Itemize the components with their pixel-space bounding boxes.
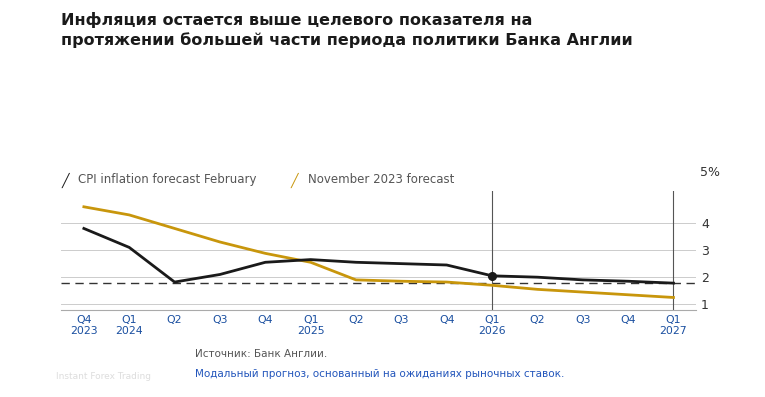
Text: instaforex: instaforex: [67, 348, 139, 361]
Text: ⚙: ⚙: [24, 349, 44, 369]
Text: Источник: Банк Англии.: Источник: Банк Англии.: [195, 349, 327, 359]
Text: November 2023 forecast: November 2023 forecast: [308, 173, 454, 186]
Text: 5%: 5%: [700, 166, 720, 179]
Text: Инфляция остается выше целевого показателя на
протяжении большей части периода п: Инфляция остается выше целевого показате…: [61, 12, 633, 48]
Text: ╱: ╱: [291, 173, 302, 188]
Text: ╱: ╱: [61, 173, 73, 188]
Text: Instant Forex Trading: Instant Forex Trading: [56, 372, 151, 381]
Text: CPI inflation forecast February: CPI inflation forecast February: [78, 173, 256, 186]
Text: Модальный прогноз, основанный на ожиданиях рыночных ставок.: Модальный прогноз, основанный на ожидани…: [195, 369, 565, 379]
